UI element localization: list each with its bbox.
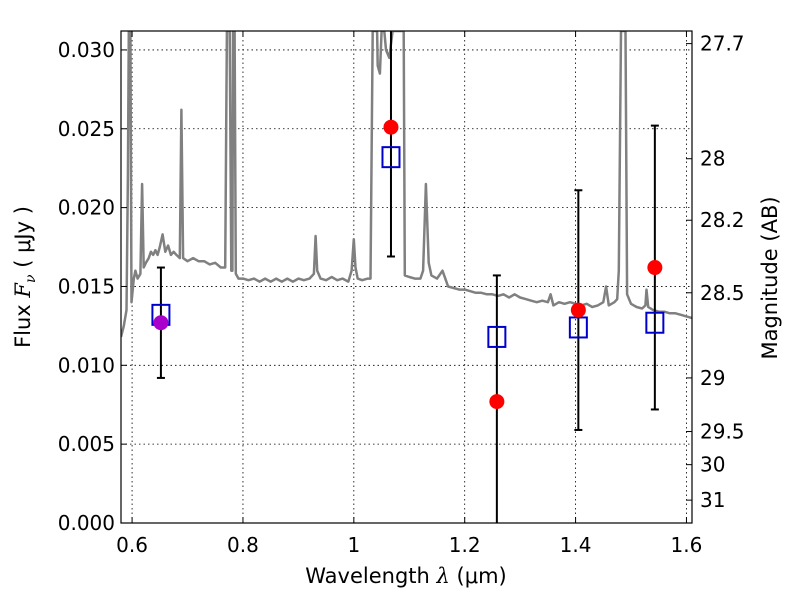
observed-point — [383, 119, 399, 135]
y2-axis-label: Magnitude (AB) — [758, 196, 782, 359]
y-tick-label: 0.030 — [58, 38, 115, 62]
y2-tick-label: 28.2 — [700, 208, 745, 232]
y-axis-label: Flux Fν ( μJy ) — [11, 206, 39, 348]
y2-tick-label: 28.5 — [700, 281, 745, 305]
y-tick-label: 0.015 — [58, 274, 115, 298]
x-tick-label: 1 — [347, 533, 360, 557]
axes: 0.6 0.8 1 1.2 1.4 1.6 0.000 0.005 0.010 0.015 0.02… — [58, 31, 745, 557]
model-square-marker — [381, 146, 401, 169]
y-tick-label: 0.005 — [58, 432, 115, 456]
y-tick-label: 0.025 — [58, 117, 115, 141]
y2-tick-label: 27.7 — [700, 32, 745, 56]
spectrum-line — [121, 31, 692, 338]
y2-tick-label: 29.5 — [700, 420, 745, 444]
observed-point — [570, 302, 586, 318]
x-axis-label: Wavelength λ (μm) — [305, 564, 506, 588]
data-marks — [151, 119, 665, 410]
observed-point — [153, 315, 169, 331]
x-tick-label: 0.8 — [227, 533, 259, 557]
observed-point — [489, 394, 505, 410]
y-tick-label: 0.020 — [58, 196, 115, 220]
y-tick-label: 0.000 — [58, 511, 115, 535]
observed-point — [647, 260, 663, 276]
model-square-marker — [487, 325, 507, 348]
grid — [121, 31, 692, 523]
y2-tick-label: 30 — [700, 453, 725, 477]
x-tick-label: 1.2 — [449, 533, 481, 557]
x-tick-label: 1.4 — [560, 533, 592, 557]
x-tick-label: 0.6 — [116, 533, 148, 557]
x-tick-label: 1.6 — [671, 533, 703, 557]
y2-tick-label: 29 — [700, 366, 725, 390]
plot-frame — [120, 30, 693, 524]
y2-tick-label: 31 — [700, 488, 725, 512]
y2-tick-label: 28 — [700, 147, 725, 171]
y-tick-label: 0.010 — [58, 353, 115, 377]
model-square-marker — [645, 311, 665, 334]
